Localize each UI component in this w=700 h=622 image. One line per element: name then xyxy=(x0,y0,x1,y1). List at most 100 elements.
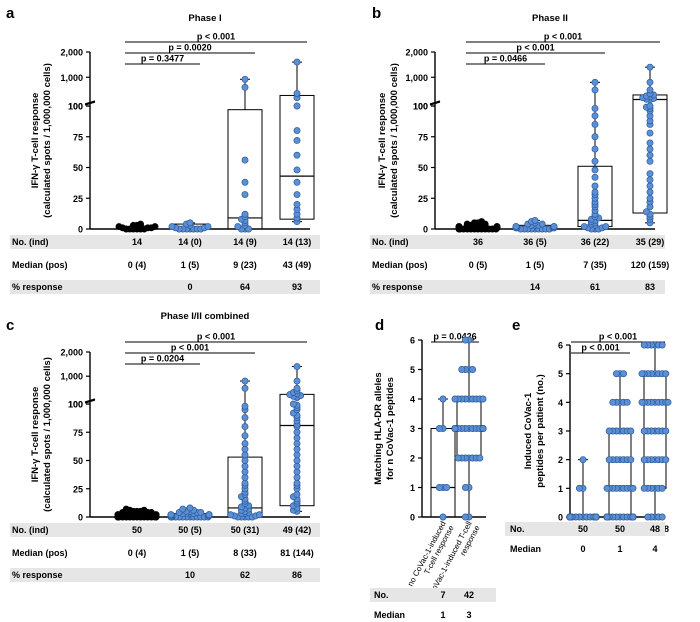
p-value-label: p < 0.001 xyxy=(544,32,582,42)
data-point xyxy=(205,511,213,519)
data-point xyxy=(439,513,447,521)
data-point xyxy=(435,425,443,432)
data-point xyxy=(234,223,242,230)
table-cell: 36 (22) xyxy=(581,237,610,247)
data-point xyxy=(293,200,301,208)
data-point xyxy=(293,384,301,392)
data-point xyxy=(241,377,249,385)
data-point xyxy=(603,484,611,492)
y-tick-label: 1,000 xyxy=(60,73,83,83)
data-point xyxy=(646,129,654,137)
series-1 xyxy=(167,504,213,521)
table-row-band xyxy=(505,522,665,536)
table-cell: 42 xyxy=(464,590,474,600)
data-point xyxy=(640,456,648,464)
y-tick-label: 75 xyxy=(73,132,83,142)
y-tick-label: 100 xyxy=(413,102,428,112)
y-tick-label: 2,000 xyxy=(60,348,83,358)
table-cell: 0 (5) xyxy=(469,260,488,270)
data-point xyxy=(575,484,583,492)
p-value-label: p < 0.001 xyxy=(197,32,235,42)
table-cell: 64 xyxy=(240,282,250,292)
data-point xyxy=(662,370,670,378)
p-value-label: p < 0.001 xyxy=(197,332,235,342)
data-point xyxy=(640,427,648,435)
data-point xyxy=(612,370,620,378)
data-point xyxy=(435,484,443,491)
table-row-label: % response xyxy=(372,282,423,292)
data-point xyxy=(638,370,646,378)
data-point xyxy=(664,398,672,406)
data-point xyxy=(168,223,176,230)
table-row-label: No. (ind) xyxy=(12,525,49,535)
data-point xyxy=(241,191,249,199)
table-cell: 0 (4) xyxy=(128,548,147,558)
axis-break-mark xyxy=(429,101,441,106)
data-point xyxy=(255,511,263,519)
y-tick-label: 1 xyxy=(558,484,563,494)
data-point xyxy=(591,78,599,86)
data-point xyxy=(658,341,666,349)
y-tick-label: 2 xyxy=(558,455,563,465)
y-axis-label-line: peptides per patient (no.) xyxy=(535,374,546,487)
data-point xyxy=(186,504,194,512)
data-point xyxy=(293,151,301,159)
data-point xyxy=(592,513,600,521)
data-point xyxy=(443,484,451,491)
panel-letter-a: a xyxy=(6,5,15,22)
p-value-label: p < 0.001 xyxy=(171,343,209,353)
data-point xyxy=(550,223,558,230)
data-point xyxy=(293,434,301,442)
y-tick-label: 75 xyxy=(73,428,83,438)
data-point xyxy=(241,83,249,91)
data-point xyxy=(293,428,301,436)
table-cell: 61 xyxy=(590,282,600,292)
panel-letter-b: b xyxy=(372,5,381,22)
table-cell: 7 xyxy=(440,590,445,600)
data-point xyxy=(293,127,301,135)
y-tick-label: 50 xyxy=(418,163,428,173)
data-point xyxy=(293,474,301,481)
series-3 xyxy=(293,58,301,226)
data-point xyxy=(293,58,301,66)
data-point xyxy=(658,484,666,492)
data-point xyxy=(646,182,654,190)
y-axis-label-line: IFN-γ T-cell response xyxy=(30,93,41,189)
y-tick-label: 0 xyxy=(410,513,415,523)
data-point xyxy=(293,445,301,453)
y-tick-label: 3 xyxy=(410,424,415,434)
y-tick-label: 2 xyxy=(410,454,415,464)
data-point xyxy=(241,457,249,464)
data-point xyxy=(638,398,646,406)
table-row-label: % response xyxy=(12,282,63,292)
series-2 xyxy=(227,377,263,521)
data-point xyxy=(646,176,654,184)
y-tick-label: 2,000 xyxy=(60,48,83,58)
data-point xyxy=(470,219,478,227)
y-axis-label: Induced CoVac-1 peptides per patient (no.… xyxy=(523,374,546,487)
table-cell: 14 (9) xyxy=(233,237,257,247)
table-cell: 9 (23) xyxy=(233,260,257,270)
data-point xyxy=(591,173,599,181)
data-point xyxy=(293,136,301,144)
data-point xyxy=(451,395,459,403)
y-axis-label-line: IFN-γ T-cell response xyxy=(30,387,41,483)
table-cell: 81 (144) xyxy=(280,548,314,558)
data-point xyxy=(605,427,613,435)
axis-break-mark xyxy=(84,399,96,404)
data-point xyxy=(591,133,599,141)
table-row-label: Median (pos) xyxy=(372,260,428,270)
panel-a: a Phase I IFN-γ T-cell response (calculated… xyxy=(6,5,320,294)
p-value-label: p = 0.0020 xyxy=(168,43,211,53)
table-cell: 36 xyxy=(473,237,483,247)
data-point xyxy=(646,63,654,71)
y-tick-label: 100 xyxy=(68,102,83,112)
table-row-label: No. xyxy=(374,590,389,600)
axis-break-mark xyxy=(84,100,96,105)
table-cell: 0 xyxy=(187,282,192,292)
data-point xyxy=(241,432,249,440)
table-row-band xyxy=(370,280,665,294)
panel-title: Phase II xyxy=(532,13,568,24)
y-tick-label: 100 xyxy=(68,400,83,410)
